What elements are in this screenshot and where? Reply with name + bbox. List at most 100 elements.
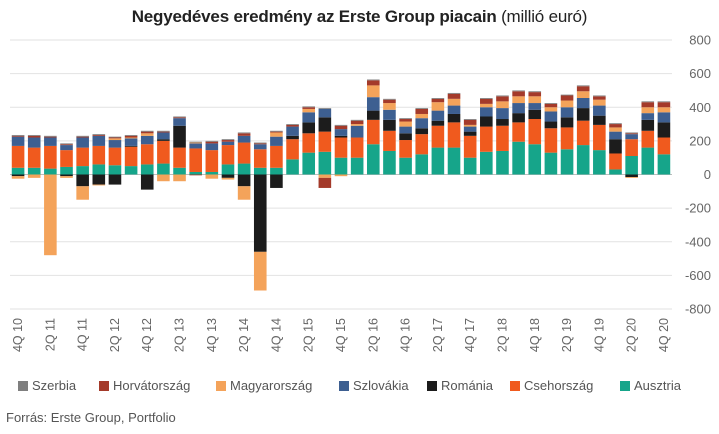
bar-szerbia [641, 101, 655, 103]
x-tick-label: 4Q 20 [657, 318, 671, 352]
bar-szerbia [318, 108, 332, 109]
bar-szlov-kia [447, 105, 461, 114]
bar-rom-nia [302, 122, 316, 134]
y-tick-label: -200 [685, 201, 711, 216]
bar-szerbia [237, 132, 251, 134]
bar-rom-nia [447, 113, 461, 123]
bar-magyarorsz-g [76, 186, 89, 200]
bar-szerbia [366, 79, 380, 81]
bar-magyarorsz-g [318, 174, 332, 178]
bar-szerbia [253, 142, 267, 144]
legend-swatch [427, 381, 437, 391]
bar-ausztria [27, 167, 41, 175]
bar-szerbia [609, 123, 622, 125]
bar-ausztria [560, 149, 574, 175]
bar-ausztria [528, 144, 542, 175]
bar-magyarorsz-g [189, 142, 202, 144]
bar-szerbia [92, 134, 106, 135]
bar-csehorsz-g [609, 153, 622, 170]
bar-magyarorsz-g [253, 251, 267, 291]
bar-horv-torsz-g [157, 131, 170, 133]
bar-ausztria [431, 147, 445, 175]
bar-ausztria [253, 167, 267, 175]
bar-szerbia [560, 94, 574, 96]
bar-csehorsz-g [350, 137, 364, 158]
bar-magyarorsz-g [383, 103, 396, 110]
bar-horv-torsz-g [108, 137, 122, 139]
bar-csehorsz-g [641, 130, 655, 148]
bar-rom-nia [431, 120, 445, 126]
bar-rom-nia [221, 174, 235, 178]
bar-ausztria [463, 157, 477, 175]
chart-title-unit: (millió euró) [501, 7, 588, 26]
bar-horv-torsz-g [641, 102, 655, 108]
bar-magyarorsz-g [60, 176, 73, 178]
bar-csehorsz-g [286, 139, 299, 160]
bar-szerbia [76, 135, 89, 137]
bar-szlov-kia [641, 113, 655, 120]
bar-csehorsz-g [366, 119, 380, 145]
bar-ausztria [173, 167, 186, 175]
bar-magyarorsz-g [108, 138, 122, 141]
bar-ausztria [124, 166, 138, 175]
bar-horv-torsz-g [124, 135, 138, 138]
x-tick-label: 2Q 20 [625, 318, 639, 352]
x-tick-label: 4Q 18 [528, 318, 542, 352]
bar-szerbia [625, 132, 638, 134]
bar-szerbia [124, 134, 138, 136]
bar-magyarorsz-g [157, 174, 170, 182]
bar-szlov-kia [318, 108, 332, 118]
bar-csehorsz-g [415, 134, 429, 155]
legend-label: Szerbia [32, 378, 77, 393]
bar-szerbia [496, 95, 509, 97]
bar-horv-torsz-g [60, 144, 73, 146]
bar-csehorsz-g [108, 147, 122, 166]
bar-szerbia [270, 130, 283, 132]
bar-szlov-kia [657, 112, 671, 123]
bar-magyarorsz-g [544, 107, 558, 112]
bar-rom-nia [641, 119, 655, 131]
bar-horv-torsz-g [270, 131, 283, 133]
bar-szerbia [334, 124, 348, 126]
bar-horv-torsz-g [76, 136, 89, 138]
bar-magyarorsz-g [92, 184, 106, 186]
x-tick-label: 4Q 14 [269, 318, 283, 352]
bar-ausztria [205, 171, 219, 175]
bar-szlov-kia [528, 103, 542, 110]
bar-ausztria [270, 167, 283, 175]
bar-horv-torsz-g [431, 98, 445, 103]
bar-rom-nia [463, 131, 477, 136]
bar-szlov-kia [576, 98, 590, 109]
bar-csehorsz-g [189, 148, 202, 172]
bar-horv-torsz-g [544, 103, 558, 108]
bar-rom-nia [609, 139, 622, 154]
bar-magyarorsz-g [27, 174, 41, 178]
bar-ausztria [399, 157, 412, 175]
bar-magyarorsz-g [657, 107, 671, 113]
bar-rom-nia [496, 119, 509, 126]
x-tick-label: 4Q 19 [592, 318, 606, 352]
bar-rom-nia [399, 133, 412, 141]
legend-label: Ausztria [634, 378, 682, 393]
bar-szlov-kia [237, 135, 251, 143]
legend-label: Csehország [524, 378, 593, 393]
bar-rom-nia [108, 174, 122, 185]
bar-rom-nia [318, 117, 332, 132]
bar-ausztria [350, 157, 364, 175]
bar-ausztria [641, 147, 655, 175]
bar-magyarorsz-g [480, 103, 493, 108]
bar-szerbia [27, 134, 41, 136]
bar-ausztria [544, 152, 558, 175]
bar-magyarorsz-g [221, 177, 235, 180]
bar-magyarorsz-g [431, 102, 445, 111]
bar-horv-torsz-g [447, 93, 461, 99]
bar-szerbia [221, 139, 235, 141]
bar-ausztria [302, 152, 316, 175]
bar-szerbia [157, 130, 170, 132]
x-tick-label: 2Q 19 [560, 318, 574, 352]
bar-rom-nia [286, 135, 299, 140]
bar-szlov-kia [140, 135, 154, 145]
legend-label: Magyarország [230, 378, 312, 393]
bar-szlov-kia [60, 145, 73, 151]
